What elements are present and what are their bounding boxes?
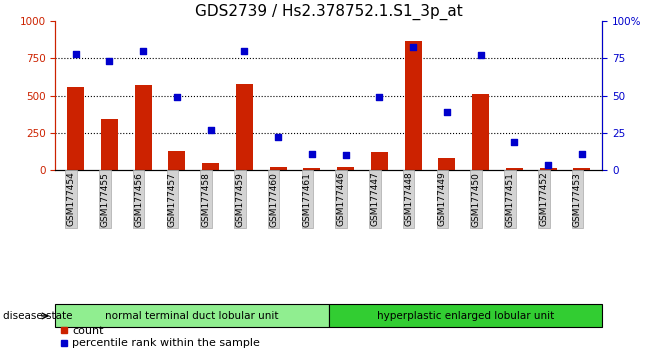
Text: GSM177457: GSM177457 [168,172,177,227]
Text: GSM177448: GSM177448 [404,172,413,227]
Bar [270,167,286,170]
Text: disease state: disease state [3,311,73,321]
Text: normal terminal duct lobular unit: normal terminal duct lobular unit [105,311,279,321]
Point [475,53,486,58]
Bar [405,41,422,170]
Bar [371,152,388,170]
Title: GDS2739 / Hs2.378752.1.S1_3p_at: GDS2739 / Hs2.378752.1.S1_3p_at [195,4,463,20]
Text: GSM177456: GSM177456 [134,172,143,227]
Text: GSM177453: GSM177453 [573,172,582,227]
Bar [55,304,329,327]
Point [408,44,419,49]
Bar [202,163,219,170]
Text: GSM177451: GSM177451 [505,172,514,227]
Legend: count, percentile rank within the sample: count, percentile rank within the sample [61,326,260,348]
Point [206,127,216,133]
Bar [236,84,253,170]
Text: GSM177452: GSM177452 [539,172,548,227]
Point [340,152,351,158]
Point [374,94,385,100]
Text: GSM177455: GSM177455 [100,172,109,227]
Bar [472,94,489,170]
Bar [439,158,455,170]
Bar [101,119,118,170]
Point [307,151,317,156]
Point [273,135,283,140]
Bar [303,169,320,170]
Text: hyperplastic enlarged lobular unit: hyperplastic enlarged lobular unit [377,311,554,321]
Bar [540,168,557,170]
Text: GSM177446: GSM177446 [337,172,346,227]
Text: GSM177447: GSM177447 [370,172,380,227]
Bar [67,87,84,170]
Text: GSM177459: GSM177459 [236,172,244,227]
Text: GSM177450: GSM177450 [472,172,480,227]
Point [239,48,249,54]
Text: GSM177458: GSM177458 [202,172,211,227]
Point [172,94,182,100]
Point [577,151,587,156]
Point [138,48,148,54]
Text: GSM177449: GSM177449 [438,172,447,227]
Point [543,162,553,168]
Point [441,109,452,115]
Point [70,51,81,57]
Bar [135,85,152,170]
Text: GSM177461: GSM177461 [303,172,312,227]
Text: GSM177460: GSM177460 [269,172,278,227]
Bar [337,167,354,170]
Point [104,58,115,64]
Bar [574,168,590,170]
Bar [329,304,602,327]
Bar [506,168,523,170]
Point [509,139,519,144]
Bar [169,152,186,170]
Text: GSM177454: GSM177454 [66,172,76,227]
